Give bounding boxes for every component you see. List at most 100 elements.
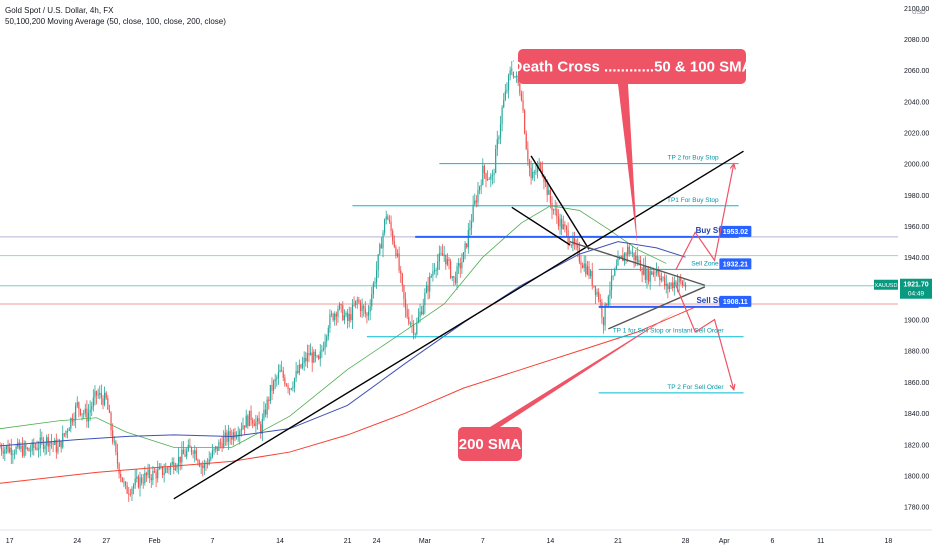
candle-body (163, 472, 165, 475)
price-tick-label: 1880.00 (904, 349, 929, 356)
candle-body (575, 244, 577, 246)
candle-body (298, 364, 300, 373)
candle-body (70, 418, 72, 429)
candle-body (4, 449, 6, 454)
candle-body (55, 440, 57, 453)
candle-body (372, 283, 374, 295)
candle-body (535, 171, 537, 173)
candle-body (443, 254, 445, 256)
candle-body (409, 323, 411, 325)
candle-body (435, 269, 437, 271)
candle-body (153, 470, 156, 473)
candle-body (147, 469, 149, 476)
candle-body (187, 444, 189, 451)
candle-body (680, 278, 682, 282)
candle-body (462, 252, 465, 263)
candle-body (347, 312, 349, 321)
candle-body (174, 468, 177, 470)
candle-body (68, 428, 70, 431)
candle-body (382, 232, 384, 249)
projection-arrow (675, 163, 735, 270)
candle-body (235, 435, 238, 438)
candle-body (247, 415, 249, 427)
candle-body (263, 409, 265, 419)
time-axis-ticks: 17 24 27 Feb 7 14 21 24 Mar 7 14 21 28 Apr 6 11 18 (6, 538, 893, 545)
candles (0, 60, 687, 502)
candle-body (467, 230, 469, 248)
candle-body (369, 306, 371, 312)
price-tick-label: 2020.00 (904, 131, 929, 138)
candle-body (379, 244, 381, 255)
candle-body (338, 304, 341, 310)
candle-body (433, 270, 436, 272)
callout-text: Death Cross ............50 & 100 SMA (512, 59, 753, 76)
candle-body (559, 218, 561, 227)
candle-body (683, 284, 685, 286)
candle-body (377, 254, 379, 271)
candle-body (126, 485, 128, 494)
candle-body (176, 466, 178, 469)
candle-body (549, 190, 551, 203)
candle-body (38, 448, 40, 450)
candle-body (509, 70, 511, 76)
candle-body (396, 253, 399, 257)
candle-body (530, 167, 532, 179)
candle-body (342, 305, 344, 321)
candle-body (337, 309, 339, 317)
candle-body (115, 441, 117, 453)
candle-body (281, 369, 283, 371)
candle-body (580, 261, 582, 266)
candle-body (5, 445, 8, 450)
candle-body (573, 237, 576, 245)
candle-body (41, 437, 43, 440)
candle-body (675, 281, 677, 286)
candle-body (393, 241, 395, 247)
candle-body (84, 408, 86, 414)
candle-body (586, 266, 589, 275)
candle-body (515, 75, 518, 77)
candle-body (388, 219, 391, 222)
candle-body (73, 419, 75, 422)
candle-body (78, 402, 80, 410)
candle-body (168, 468, 170, 470)
price-tick-label: 1860.00 (904, 380, 929, 387)
candle-body (667, 283, 669, 289)
time-tick-label: 7 (481, 538, 485, 545)
callout-box (458, 427, 522, 461)
candle-body (219, 442, 222, 444)
candle-body (340, 304, 342, 306)
candle-body (593, 285, 595, 287)
callout-text: 200 SMA (459, 436, 522, 453)
candle-body (651, 271, 653, 275)
candle-body (487, 178, 489, 180)
candle-body (627, 246, 629, 256)
candle-body (564, 224, 566, 227)
candle-body (46, 437, 48, 446)
candle-body (585, 263, 587, 275)
candle-body (350, 314, 352, 321)
level-label: Buy Stop (696, 226, 731, 235)
candle-body (578, 248, 580, 262)
candle-body (149, 469, 151, 478)
time-tick-label: 14 (546, 538, 554, 545)
candle-body (272, 381, 275, 391)
candle-body (57, 446, 59, 453)
candle-body (9, 447, 11, 452)
moving-average-line (0, 241, 686, 447)
price-tick-label: 2080.00 (904, 37, 929, 44)
candle-body (630, 253, 632, 255)
candle-body (277, 372, 280, 378)
candle-body (466, 243, 468, 248)
candle-body (269, 384, 271, 402)
candle-body (23, 444, 25, 456)
candle-body (216, 446, 218, 451)
candle-body (480, 184, 482, 187)
candle-body (348, 314, 350, 321)
candle-body (192, 452, 194, 454)
candle-body (28, 448, 30, 452)
candle-body (635, 255, 637, 261)
candle-body (385, 216, 387, 220)
price-tick-label: 1800.00 (904, 473, 929, 480)
